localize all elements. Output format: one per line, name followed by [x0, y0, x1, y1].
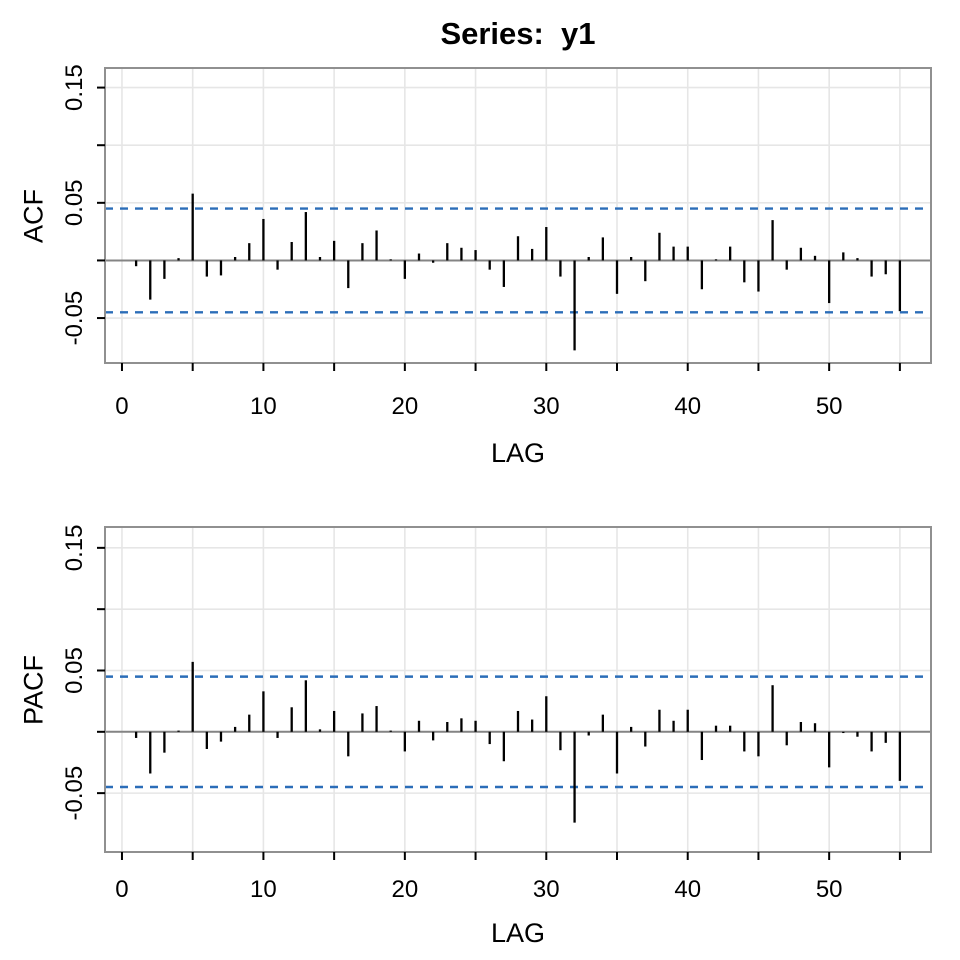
panel-border — [104, 526, 932, 853]
x-tick-label: 30 — [533, 393, 560, 420]
acf-panel: 0 10 20 30 40 50 0.15 0.05 -0.05 — [61, 64, 932, 420]
x-tick-label: 30 — [533, 876, 560, 903]
panel-border — [104, 67, 932, 364]
y-tick-label: 0.15 — [61, 64, 88, 111]
y-tick-label: -0.05 — [61, 766, 88, 821]
x-tick-label: 10 — [250, 876, 277, 903]
x-tick-label: 50 — [816, 876, 843, 903]
x-tick-label: 50 — [816, 393, 843, 420]
x-tick-label: 40 — [674, 876, 701, 903]
x-tick-label: 0 — [115, 393, 128, 420]
pacf-panel: 0 10 20 30 40 50 0.15 0.05 -0.05 — [61, 524, 932, 903]
x-tick-label: 20 — [391, 393, 418, 420]
y-tick-label: 0.05 — [61, 647, 88, 694]
y-tick-label: 0.15 — [61, 524, 88, 571]
figure-title: Series: y1 — [440, 16, 596, 51]
x-tick-label: 40 — [674, 393, 701, 420]
x-tick-label: 10 — [250, 393, 277, 420]
x-tick-label: 0 — [115, 876, 128, 903]
y-tick-label: 0.05 — [61, 179, 88, 226]
y-tick-label: -0.05 — [61, 291, 88, 346]
pacf-x-axis-title: LAG — [490, 918, 546, 948]
acf-x-axis-title: LAG — [490, 438, 546, 468]
x-tick-label: 20 — [391, 876, 418, 903]
